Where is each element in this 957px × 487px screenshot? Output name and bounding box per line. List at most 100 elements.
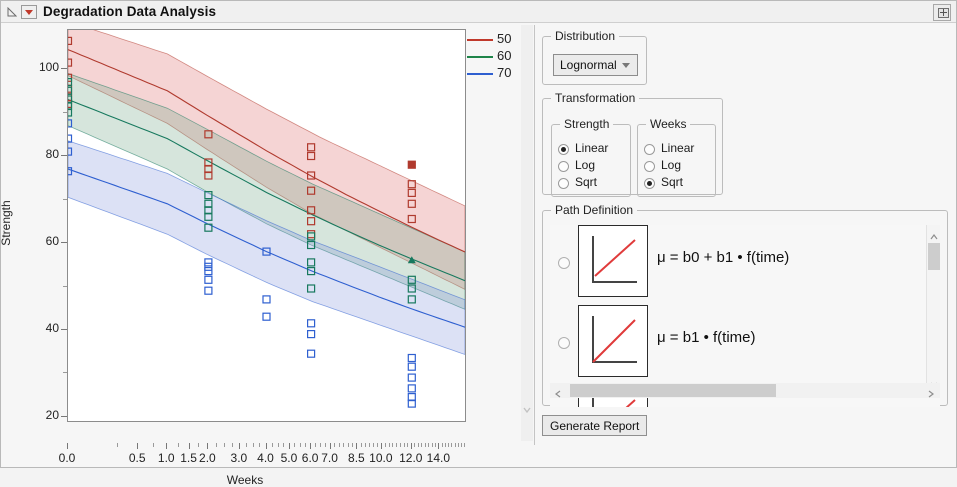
radio-strength-log[interactable]: Log: [554, 158, 595, 175]
legend-item[interactable]: 50: [467, 31, 513, 48]
generate-report-button[interactable]: Generate Report: [542, 415, 648, 436]
popout-window-icon[interactable]: [933, 4, 951, 21]
x-minor-tick: [315, 443, 317, 447]
data-point[interactable]: [68, 134, 73, 143]
data-point[interactable]: [204, 262, 213, 271]
data-point[interactable]: [68, 95, 73, 104]
data-point[interactable]: [68, 147, 73, 156]
data-point[interactable]: [68, 36, 73, 46]
radio-strength-sqrt[interactable]: Sqrt: [554, 175, 597, 192]
data-point[interactable]: [204, 212, 213, 221]
data-point[interactable]: [407, 214, 416, 224]
data-point[interactable]: [68, 58, 73, 67]
data-point[interactable]: [307, 330, 316, 339]
data-point[interactable]: [307, 349, 316, 358]
data-point[interactable]: [204, 191, 213, 200]
data-point[interactable]: [204, 286, 213, 295]
data-point[interactable]: [204, 275, 213, 284]
data-point[interactable]: [204, 130, 213, 139]
data-point[interactable]: [307, 319, 316, 328]
distribution-select[interactable]: Lognormal: [553, 54, 638, 76]
chevron-up-icon[interactable]: [930, 229, 938, 240]
radio-button[interactable]: [558, 178, 569, 189]
data-point[interactable]: [262, 312, 271, 321]
data-point[interactable]: [407, 275, 416, 284]
data-point[interactable]: [68, 167, 73, 176]
splitter-collapse-icon[interactable]: [523, 403, 531, 414]
x-minor-tick: [403, 443, 405, 447]
data-point[interactable]: [68, 101, 73, 111]
data-point[interactable]: [407, 199, 416, 208]
linear-through-origin-thumb[interactable]: [578, 305, 648, 377]
data-point[interactable]: [204, 223, 213, 232]
data-point[interactable]: [68, 77, 73, 87]
data-point[interactable]: [204, 171, 213, 180]
data-point[interactable]: [262, 247, 271, 256]
data-point[interactable]: [68, 119, 73, 128]
radio-button[interactable]: [644, 144, 655, 155]
data-point[interactable]: [307, 171, 316, 180]
disclosure-triangle-icon[interactable]: [7, 7, 17, 17]
radio-weeks-linear[interactable]: Linear: [640, 141, 694, 158]
data-point-highlighted[interactable]: [407, 160, 416, 169]
x-tick-label: 6.0: [301, 451, 319, 465]
data-point[interactable]: [307, 143, 316, 152]
radio-weeks-log[interactable]: Log: [640, 158, 681, 175]
radio-button[interactable]: [558, 161, 569, 172]
chevron-left-icon[interactable]: [555, 387, 561, 398]
data-point[interactable]: [407, 399, 416, 408]
radio-strength-linear[interactable]: Linear: [554, 141, 608, 158]
data-point[interactable]: [307, 267, 316, 276]
red-triangle-menu-icon[interactable]: [21, 5, 37, 19]
data-point[interactable]: [204, 258, 213, 267]
radio-label: Sqrt: [575, 175, 598, 189]
legend-item[interactable]: 70: [467, 65, 513, 82]
fit-line-60: [68, 98, 465, 282]
data-point[interactable]: [307, 240, 316, 250]
data-point[interactable]: [68, 86, 73, 95]
x-minor-tick: [277, 443, 279, 447]
data-point[interactable]: [307, 217, 316, 226]
data-point[interactable]: [68, 73, 73, 82]
radio-button[interactable]: [644, 161, 655, 172]
legend-item[interactable]: 60: [467, 48, 513, 65]
radio-weeks-sqrt[interactable]: Sqrt: [640, 175, 683, 192]
data-point[interactable]: [407, 362, 416, 371]
data-point[interactable]: [407, 384, 416, 393]
data-point[interactable]: [407, 295, 416, 304]
path-hscroll-thumb[interactable]: [570, 384, 776, 397]
data-point[interactable]: [407, 353, 416, 363]
path-option-radio[interactable]: [558, 257, 570, 269]
path-horizontal-scrollbar[interactable]: [550, 383, 940, 398]
linear-intercept-slope-thumb[interactable]: [578, 225, 648, 297]
x-minor-tick: [231, 443, 233, 447]
path-option-1[interactable]: μ = b0 + b1 • f(time): [550, 225, 922, 303]
data-point[interactable]: [407, 284, 416, 293]
data-point[interactable]: [307, 186, 316, 195]
path-option-2[interactable]: μ = b1 • f(time): [550, 303, 922, 383]
path-vscroll-thumb[interactable]: [928, 243, 940, 270]
data-point-highlighted[interactable]: [407, 256, 416, 264]
data-point[interactable]: [407, 188, 416, 197]
radio-button[interactable]: [644, 178, 655, 189]
data-point[interactable]: [262, 295, 271, 304]
chevron-right-icon[interactable]: [928, 387, 934, 398]
panel-splitter[interactable]: [517, 25, 535, 465]
x-minor-tick: [448, 443, 450, 447]
plot-frame[interactable]: [67, 29, 466, 422]
path-option-radio[interactable]: [558, 337, 570, 349]
data-point[interactable]: [407, 180, 416, 189]
y-tick-mark: [61, 68, 67, 70]
data-point[interactable]: [307, 206, 316, 215]
data-point[interactable]: [307, 232, 316, 241]
data-point[interactable]: [407, 373, 416, 382]
data-point[interactable]: [204, 267, 213, 276]
path-definition-list[interactable]: μ = b0 + b1 • f(time)μ = b1 • f(time)μ =…: [550, 225, 940, 407]
data-point[interactable]: [68, 108, 73, 117]
data-point[interactable]: [307, 284, 316, 293]
data-point[interactable]: [307, 258, 316, 267]
data-point[interactable]: [307, 151, 316, 161]
radio-button[interactable]: [558, 144, 569, 155]
path-vertical-scrollbar[interactable]: [926, 225, 940, 391]
